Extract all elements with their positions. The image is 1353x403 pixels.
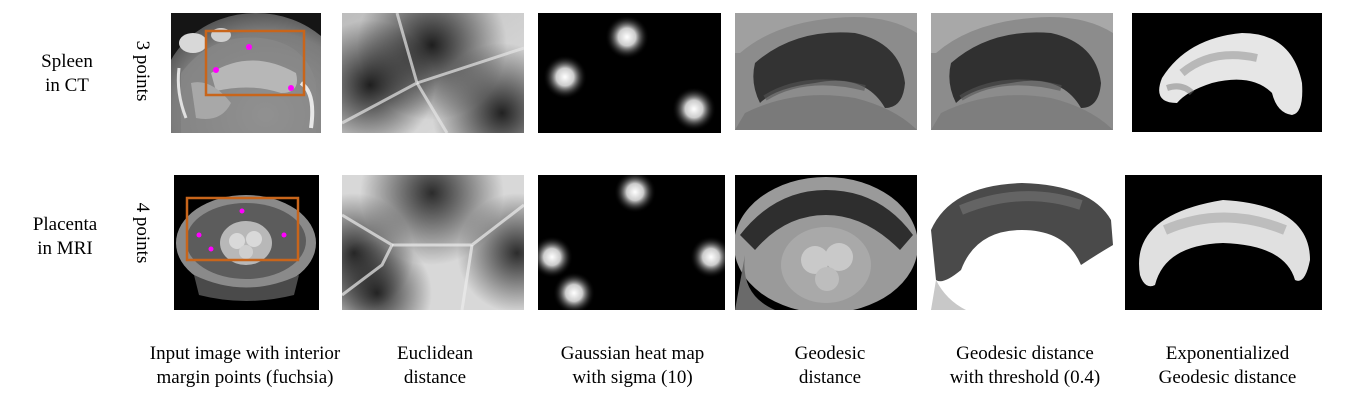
gaussian-heatmap-row1 [538, 13, 721, 133]
gaussian-heatmap-graphic [538, 13, 721, 133]
caption-gaussian-line2: with sigma (10) [572, 367, 693, 388]
geodesic-threshold-graphic [931, 13, 1113, 130]
geodesic-threshold-row1 [931, 13, 1113, 130]
euclidean-distance-row1 [342, 13, 524, 133]
geodesic-map-graphic [735, 175, 917, 310]
bounding-box [185, 196, 300, 262]
caption-exp-geodesic: Exponentialized Geodesic distance [1135, 342, 1320, 390]
point-marker [208, 246, 214, 252]
row-label-placenta-line2: in MRI [37, 238, 93, 259]
caption-geodesic-line2: distance [798, 367, 862, 388]
euclidean-map-graphic [342, 175, 524, 310]
point-marker [246, 44, 252, 50]
point-marker [239, 208, 245, 214]
points-label-row1: 3 points [132, 40, 153, 102]
row-label-spleen-line2: in CT [45, 75, 89, 96]
caption-euclidean-line1: Euclidean [397, 343, 473, 364]
caption-exp-geodesic-line1: Exponentialized [1165, 343, 1290, 364]
row-label-placenta: Placenta in MRI [10, 213, 120, 261]
point-marker [281, 232, 287, 238]
caption-input-image-line2: margin points (fuchsia) [156, 367, 334, 388]
input-image-placenta-mri [174, 175, 319, 310]
caption-euclidean-line2: distance [403, 367, 467, 388]
mri-scan-graphic [174, 175, 319, 310]
exp-geodesic-graphic [1132, 13, 1322, 132]
caption-geodesic-threshold-line1: Geodesic distance [956, 343, 1094, 364]
point-marker [196, 232, 202, 238]
exp-geodesic-row1 [1132, 13, 1322, 132]
geodesic-threshold-graphic [931, 175, 1113, 310]
caption-input-image-line1: Input image with interior [149, 343, 341, 364]
euclidean-distance-row2 [342, 175, 524, 310]
input-image-spleen-ct [171, 13, 321, 133]
points-label-row2: 4 points [132, 202, 153, 264]
ct-scan-graphic [171, 13, 321, 133]
caption-geodesic-threshold: Geodesic distance with threshold (0.4) [925, 342, 1125, 390]
caption-geodesic: Geodesic distance [755, 342, 905, 390]
euclidean-map-graphic [342, 13, 524, 133]
geodesic-threshold-row2 [931, 175, 1113, 310]
row-label-spleen: Spleen in CT [12, 50, 122, 98]
caption-euclidean: Euclidean distance [360, 342, 510, 390]
gaussian-heatmap-graphic [538, 175, 725, 310]
row-label-spleen-line1: Spleen [41, 51, 93, 72]
caption-input-image: Input image with interior margin points … [120, 342, 370, 390]
caption-gaussian-line1: Gaussian heat map [560, 343, 705, 364]
exp-geodesic-row2 [1125, 175, 1322, 310]
caption-gaussian: Gaussian heat map with sigma (10) [535, 342, 730, 390]
point-marker [213, 67, 219, 73]
exp-geodesic-graphic [1125, 175, 1322, 310]
geodesic-distance-row2 [735, 175, 917, 310]
bounding-box [204, 29, 306, 97]
geodesic-distance-row1 [735, 13, 917, 130]
row-label-placenta-line1: Placenta [32, 214, 98, 235]
caption-geodesic-line1: Geodesic [794, 343, 866, 364]
point-marker [288, 85, 294, 91]
caption-exp-geodesic-line2: Geodesic distance [1158, 367, 1297, 388]
caption-geodesic-threshold-line2: with threshold (0.4) [949, 367, 1101, 388]
gaussian-heatmap-row2 [538, 175, 725, 310]
geodesic-map-graphic [735, 13, 917, 130]
